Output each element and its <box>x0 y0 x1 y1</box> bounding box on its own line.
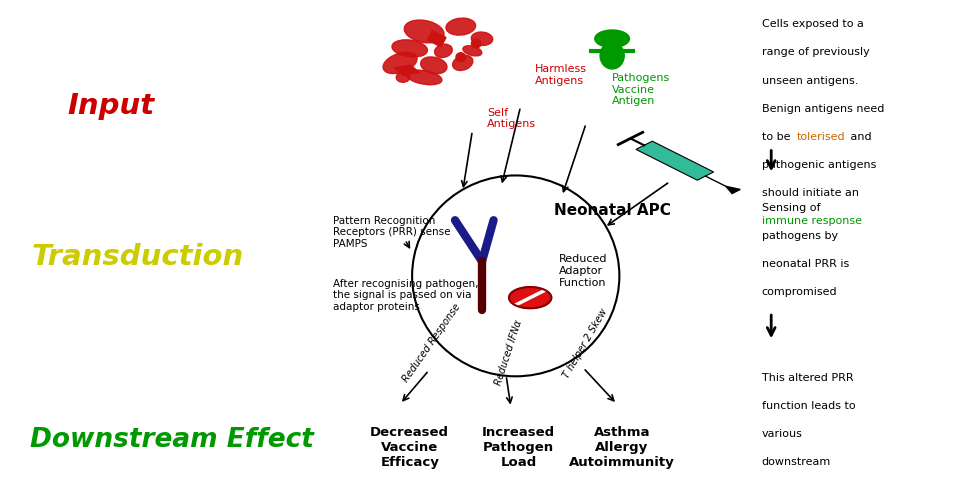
Text: compromised: compromised <box>762 287 837 298</box>
Text: Pattern Recognition
Receptors (PRR) sense
PAMPS: Pattern Recognition Receptors (PRR) sens… <box>333 216 450 249</box>
Text: Pathogens
Vaccine
Antigen: Pathogens Vaccine Antigen <box>612 73 670 106</box>
Polygon shape <box>427 30 446 47</box>
Text: to be: to be <box>762 132 793 142</box>
Text: Input: Input <box>67 92 154 121</box>
Text: should initiate an: should initiate an <box>762 188 859 198</box>
Ellipse shape <box>471 32 493 45</box>
Text: function leads to: function leads to <box>762 401 855 411</box>
Ellipse shape <box>463 46 482 56</box>
Text: Sensing of: Sensing of <box>762 203 820 213</box>
Circle shape <box>595 30 629 47</box>
Text: various: various <box>762 429 802 439</box>
Ellipse shape <box>420 57 447 74</box>
Polygon shape <box>636 141 713 180</box>
Ellipse shape <box>600 42 625 69</box>
Ellipse shape <box>471 39 481 48</box>
Text: Cells exposed to a: Cells exposed to a <box>762 19 864 30</box>
Text: Neonatal APC: Neonatal APC <box>554 203 671 218</box>
Ellipse shape <box>446 18 475 35</box>
Ellipse shape <box>404 20 444 43</box>
Ellipse shape <box>396 73 410 82</box>
Text: downstream: downstream <box>762 457 831 467</box>
Ellipse shape <box>392 40 427 57</box>
Ellipse shape <box>456 53 466 61</box>
Text: immune response: immune response <box>762 216 862 226</box>
Text: and: and <box>847 132 872 142</box>
Text: Harmless
Antigens: Harmless Antigens <box>535 64 587 86</box>
Text: After recognising pathogen,
the signal is passed on via
adaptor proteins: After recognising pathogen, the signal i… <box>333 279 478 312</box>
Text: This altered PRR: This altered PRR <box>762 373 853 383</box>
Polygon shape <box>394 65 419 75</box>
Text: Transduction: Transduction <box>32 242 244 271</box>
Text: T helper 2 Skew: T helper 2 Skew <box>562 307 609 380</box>
Text: unseen antigens.: unseen antigens. <box>762 76 858 86</box>
Text: pathogens by: pathogens by <box>762 231 838 242</box>
Text: Reduced
Adaptor
Function: Reduced Adaptor Function <box>559 255 607 287</box>
Text: neonatal PRR is: neonatal PRR is <box>762 259 849 270</box>
Circle shape <box>509 287 551 308</box>
Text: pathogenic antigens: pathogenic antigens <box>762 160 876 170</box>
Text: Benign antigens need: Benign antigens need <box>762 104 884 114</box>
Text: Reduced Response: Reduced Response <box>401 302 463 384</box>
Ellipse shape <box>435 44 452 58</box>
Text: Self
Antigens: Self Antigens <box>487 108 536 129</box>
Polygon shape <box>726 186 740 194</box>
Text: Reduced IFNα: Reduced IFNα <box>494 319 524 387</box>
Text: Downstream Effect: Downstream Effect <box>30 427 313 454</box>
Text: Decreased
Vaccine
Efficacy: Decreased Vaccine Efficacy <box>370 426 449 469</box>
Text: tolerised: tolerised <box>796 132 844 142</box>
Ellipse shape <box>452 55 473 71</box>
Ellipse shape <box>407 70 442 85</box>
Ellipse shape <box>383 52 417 74</box>
Text: Asthma
Allergy
Autoimmunity: Asthma Allergy Autoimmunity <box>569 426 675 469</box>
Text: Increased
Pathogen
Load: Increased Pathogen Load <box>482 426 555 469</box>
Text: range of previously: range of previously <box>762 47 870 58</box>
